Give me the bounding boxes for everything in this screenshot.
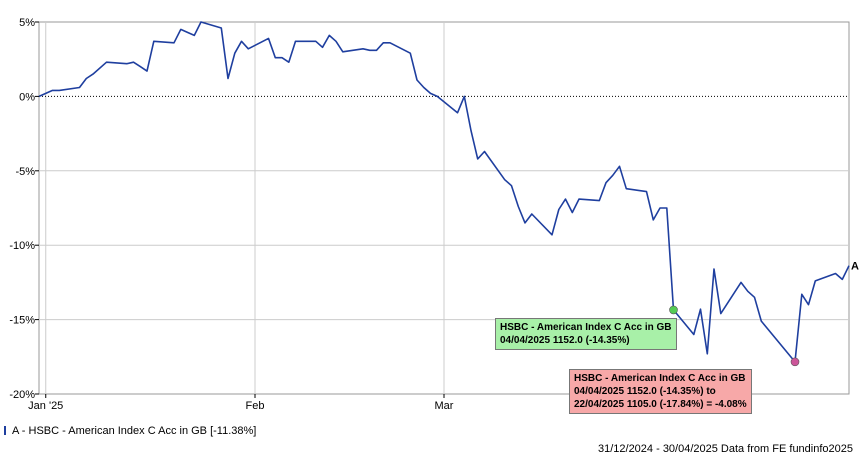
series-markers — [669, 305, 800, 367]
legend[interactable]: A - HSBC - American Index C Acc in GB [-… — [4, 425, 256, 437]
tooltip-range-line2: 04/04/2025 1152.0 (-14.35%) to — [574, 386, 716, 397]
y-tick-label: 5% — [19, 17, 35, 29]
y-tick-label: -15% — [9, 315, 35, 327]
series-end-label: A — [851, 261, 859, 273]
data-point-marker[interactable] — [669, 305, 678, 315]
x-axis-ticks: Jan '25 Feb Mar — [28, 394, 454, 412]
tooltip-range-line1: HSBC - American Index C Acc in GB — [574, 373, 746, 384]
x-tick-label: Feb — [246, 400, 265, 412]
y-axis-ticks: 5% 0% -5% -10% -15% -20% — [9, 17, 39, 401]
tooltip-start-line2: 04/04/2025 1152.0 (-14.35%) — [500, 335, 630, 346]
y-tick-label: -10% — [9, 240, 35, 252]
footer-source: 31/12/2024 - 30/04/2025 Data from FE fun… — [597, 443, 853, 455]
series-line-a — [38, 21, 850, 363]
tooltip-start: HSBC - American Index C Acc in GB 04/04/… — [495, 318, 677, 350]
tooltip-range: HSBC - American Index C Acc in GB 04/04/… — [569, 369, 752, 414]
legend-label: A - HSBC - American Index C Acc in GB [-… — [12, 425, 257, 437]
tooltip-start-line1: HSBC - American Index C Acc in GB — [500, 322, 672, 333]
grid-lines — [39, 22, 849, 394]
y-tick-label: 0% — [19, 91, 35, 103]
y-tick-label: -20% — [9, 389, 35, 401]
tooltip-range-line3: 22/04/2025 1105.0 (-17.84%) = -4.08% — [574, 399, 747, 410]
data-point-marker[interactable] — [790, 357, 800, 367]
x-tick-label: Mar — [435, 400, 454, 412]
x-tick-label: Jan '25 — [28, 400, 63, 412]
legend-swatch — [4, 426, 6, 435]
y-tick-label: -5% — [15, 166, 35, 178]
